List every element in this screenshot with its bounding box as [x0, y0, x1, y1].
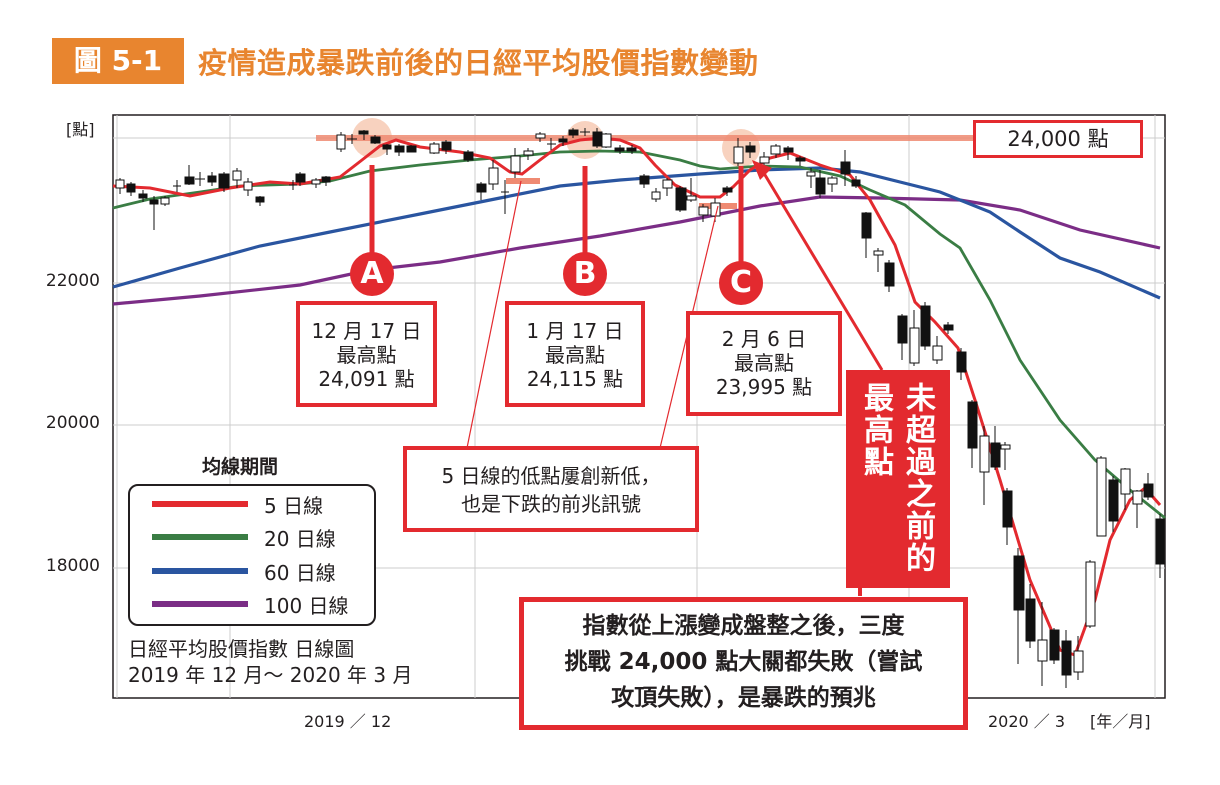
callout-b: 1 月 17 日 最高點 24,115 點 — [505, 301, 645, 407]
marker-stems — [369, 165, 744, 264]
legend-label-5d: 5 日線 — [264, 493, 324, 518]
legend-label-100d: 100 日線 — [264, 593, 349, 618]
legend-swatch-blue — [152, 568, 248, 574]
legend-title: 均線期間 — [202, 456, 279, 478]
callout-a-date: 12 月 17 日 — [311, 319, 422, 343]
not-exceeded-arrow — [752, 160, 884, 371]
legend: 5 日線 20 日線 60 日線 100 日線 — [128, 484, 376, 626]
y-tick-20000: 20000 — [45, 413, 100, 433]
legend-item-100d: 100 日線 — [152, 589, 349, 619]
summary-line-1: 指數從上漲變成盤整之後，三度 — [582, 613, 905, 639]
level-24000-label: 24,000 點 — [973, 120, 1143, 158]
source-line-2: 2019 年 12 月～ 2020 年 3 月 — [128, 663, 413, 687]
ma-5-line — [112, 136, 1162, 657]
legend-swatch-red — [152, 501, 248, 507]
callout-c: 2 月 6 日 最高點 23,995 點 — [686, 311, 842, 416]
x-axis-unit: [年／月] — [1090, 712, 1151, 731]
figure-number-badge: 圖 5-1 — [52, 38, 184, 84]
legend-item-20d: 20 日線 — [152, 522, 336, 552]
low-marker-1 — [506, 178, 540, 184]
legend-item-60d: 60 日線 — [152, 556, 336, 586]
vertical-note-col-1: 未超過之前的 — [900, 382, 935, 574]
x-tick-2020-3: 2020 ／ 3 — [988, 712, 1066, 731]
low-note-line-1: 5 日線的低點屢創新低， — [441, 464, 661, 488]
candlesticks — [115, 128, 1165, 688]
callout-b-value: 24,115 點 — [526, 367, 624, 391]
low-point-note: 5 日線的低點屢創新低， 也是下跌的前兆訊號 — [403, 446, 699, 532]
chart-source-note: 日經平均股價指數 日線圖 2019 年 12 月～ 2020 年 3 月 — [128, 636, 412, 688]
summary-line-2: 挑戰 24,000 點大關都失敗（嘗試 — [564, 649, 923, 675]
not-exceeded-note: 未超過之前的 最高點 — [846, 370, 950, 588]
callout-b-date: 1 月 17 日 — [526, 319, 624, 343]
source-line-1: 日經平均股價指數 日線圖 — [128, 637, 355, 661]
callout-c-value: 23,995 點 — [715, 375, 813, 399]
y-axis-unit: [點] — [66, 120, 95, 139]
vertical-note-col-2: 最高點 — [858, 382, 893, 478]
figure-title-bar: 圖 5-1 疫情造成暴跌前後的日經平均股價指數變動 — [52, 38, 759, 84]
y-tick-22000: 22000 — [45, 271, 100, 291]
low-note-line-2: 也是下跌的前兆訊號 — [461, 492, 641, 516]
x-tick-2019-12: 2019 ／ 12 — [304, 712, 392, 731]
y-tick-18000: 18000 — [45, 556, 100, 576]
summary-note: 指數從上漲變成盤整之後，三度 挑戰 24,000 點大關都失敗（嘗試 攻頂失敗）… — [519, 597, 968, 730]
callout-a-label: 最高點 — [336, 343, 397, 367]
legend-item-5d: 5 日線 — [152, 489, 323, 519]
legend-label-20d: 20 日線 — [264, 526, 336, 551]
ma-100-line — [112, 195, 1161, 306]
summary-line-3: 攻頂失敗），是暴跌的預兆 — [611, 685, 876, 711]
figure-title: 疫情造成暴跌前後的日經平均股價指數變動 — [198, 46, 759, 80]
callout-a-value: 24,091 點 — [318, 367, 415, 391]
callout-c-label: 最高點 — [734, 351, 794, 375]
legend-label-60d: 60 日線 — [264, 560, 336, 585]
marker-b: B — [563, 252, 607, 296]
legend-swatch-purple — [152, 601, 248, 607]
marker-a: A — [350, 252, 394, 296]
marker-c: C — [719, 261, 763, 305]
callout-c-date: 2 月 6 日 — [721, 327, 807, 351]
callout-a: 12 月 17 日 最高點 24,091 點 — [296, 301, 437, 407]
legend-swatch-green — [152, 534, 248, 540]
callout-b-label: 最高點 — [545, 343, 605, 367]
